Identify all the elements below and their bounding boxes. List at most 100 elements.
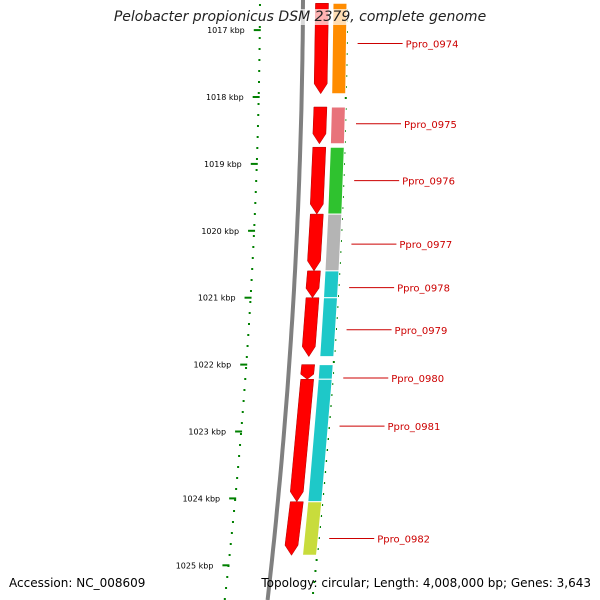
track-dot: [313, 581, 316, 583]
track-dot: [330, 394, 333, 396]
track-dot: [255, 180, 258, 182]
kbp-tick: [250, 162, 258, 165]
gene-label: Ppro_0980: [391, 374, 444, 385]
track-dot: [243, 389, 246, 391]
cds-arrow: [307, 213, 324, 272]
kbp-label: 1023 kbp: [188, 428, 226, 437]
kbp-tick: [222, 564, 230, 567]
track-dot: [255, 169, 258, 171]
track-dot: [251, 268, 254, 270]
cds-arrow: [305, 270, 321, 299]
track-dot: [255, 158, 258, 160]
track-dot: [244, 378, 247, 380]
track-dot: [247, 323, 250, 325]
kbp-tick: [240, 363, 248, 366]
track-dot: [245, 367, 248, 369]
track-dot: [230, 532, 233, 534]
track-dot: [249, 301, 252, 303]
track-dot: [312, 592, 315, 594]
track-dot: [225, 587, 228, 589]
track-dot: [320, 515, 323, 517]
cog-track: [301, 2, 348, 556]
track-dot: [256, 147, 259, 149]
accession-label: Accession: NC_008609: [9, 576, 146, 590]
track-dot: [236, 477, 239, 479]
track-dot: [322, 493, 325, 495]
cog-block: [301, 501, 323, 556]
kbp-label: 1021 kbp: [198, 294, 236, 303]
kbp-label: 1024 kbp: [182, 494, 220, 503]
cds-arrow: [312, 106, 328, 145]
track-dot: [258, 26, 261, 28]
gene-label: Ppro_0976: [402, 177, 455, 188]
kbp-label: 1019 kbp: [204, 160, 242, 169]
cog-block: [327, 146, 345, 215]
track-dot: [223, 598, 226, 600]
track-dot: [325, 460, 328, 462]
track-dot: [235, 488, 238, 490]
cog-block: [319, 297, 339, 358]
track-dot: [318, 526, 321, 528]
track-dot: [316, 548, 319, 550]
track-dot: [257, 114, 260, 116]
cog-block: [331, 2, 348, 95]
kbp-label: 1025 kbp: [176, 561, 214, 570]
track-dot: [253, 224, 256, 226]
track-dot: [237, 466, 240, 468]
track-dot: [233, 510, 236, 512]
track-dot: [258, 59, 261, 61]
cds-arrow: [290, 379, 314, 503]
track-dot: [258, 4, 261, 6]
cds-arrow: [284, 501, 304, 556]
gene-label: Ppro_0982: [377, 535, 430, 546]
cds-arrow: [313, 3, 329, 95]
track-dot: [252, 246, 255, 248]
kbp-tick: [248, 229, 256, 232]
track-dot: [241, 411, 244, 413]
gene-label: Ppro_0979: [395, 326, 448, 337]
track-dot: [258, 48, 261, 50]
cds-arrow: [302, 297, 320, 358]
gene-label: Ppro_0978: [397, 284, 450, 295]
track-dot: [327, 427, 330, 429]
track-dot: [315, 559, 318, 561]
kbp-label: 1017 kbp: [207, 26, 245, 35]
gene-label: Ppro_0975: [404, 120, 457, 131]
track-dot: [249, 290, 252, 292]
track-dot: [248, 312, 251, 314]
track-dot: [245, 356, 248, 358]
gene-label: Ppro_0974: [406, 39, 459, 50]
cds-arrow: [310, 146, 327, 215]
track-dot: [252, 235, 255, 237]
track-dot: [321, 504, 324, 506]
track-dot: [257, 92, 260, 94]
track-dot: [239, 444, 242, 446]
track-dot: [251, 257, 254, 259]
track-dot: [258, 70, 261, 72]
cds-arrow: [300, 364, 315, 380]
gene-label: Ppro_0981: [388, 422, 441, 433]
kbp-tick: [252, 96, 260, 98]
track-dot: [239, 433, 242, 435]
gene-labels: Ppro_0974 Ppro_0975 Ppro_0976 Ppro_0977 Ppro…: [329, 39, 459, 546]
track-dot: [317, 537, 320, 539]
track-dot: [326, 449, 329, 451]
track-dot: [256, 136, 259, 138]
track-dot: [344, 97, 347, 99]
track-dot: [228, 554, 231, 556]
map-title: Pelobacter propionicus DSM 2379, complet…: [0, 9, 600, 25]
track-dot: [254, 202, 257, 204]
cog-block: [329, 106, 346, 145]
track-dot: [257, 103, 260, 105]
gene-label: Ppro_0977: [399, 240, 452, 251]
kbp-tick: [244, 296, 252, 299]
kbp-tick: [253, 29, 261, 32]
track-dot: [234, 499, 237, 501]
cog-block: [324, 213, 343, 272]
cog-block: [322, 270, 340, 299]
track-dot: [323, 482, 326, 484]
track-dot: [254, 191, 257, 193]
track-dot: [250, 279, 253, 281]
track-dot: [242, 400, 245, 402]
track-dot: [258, 81, 261, 83]
